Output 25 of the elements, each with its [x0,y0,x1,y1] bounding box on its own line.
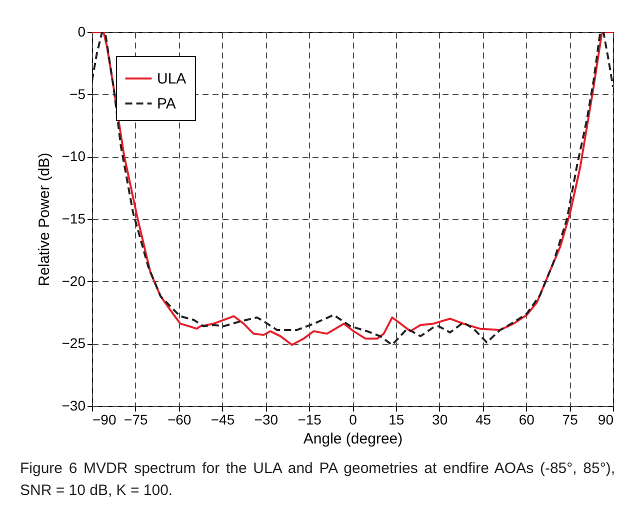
legend-label: PA [157,96,176,112]
x-tick-label: −90 [92,412,116,428]
x-tick-label: 15 [388,412,404,428]
x-axis-title: Angle (degree) [303,430,403,448]
x-tick-label: 45 [475,412,492,428]
x-tick-label: −60 [167,412,192,428]
x-tick-label: 90 [598,412,614,428]
x-tick-label: −30 [254,412,278,428]
y-tick-label: −5 [70,86,86,102]
y-tick-label: −15 [62,210,86,226]
y-axis-title: Relative Power (dB) [36,152,53,286]
y-tick-label: −30 [62,398,86,414]
x-tick-label: −45 [210,412,235,428]
y-tick-label: 0 [78,24,86,40]
caption: Figure 6 MVDR spectrum for the ULA and PA geometries at endfire AOAs (-85°, 85°), SNR = 10 dB, K = 100. [20,459,615,501]
x-tick-label: 0 [349,412,358,428]
x-tick-label: 30 [432,412,448,428]
y-tick-label: −20 [62,272,86,289]
x-tick-label: 75 [562,412,578,428]
x-tick-label: 60 [518,412,535,428]
y-tick-label: −25 [62,335,86,352]
x-tick-label: −15 [298,412,322,428]
x-tick-label: −75 [124,412,148,428]
y-tick-label: −10 [62,148,86,164]
legend-label: ULA [157,70,186,88]
